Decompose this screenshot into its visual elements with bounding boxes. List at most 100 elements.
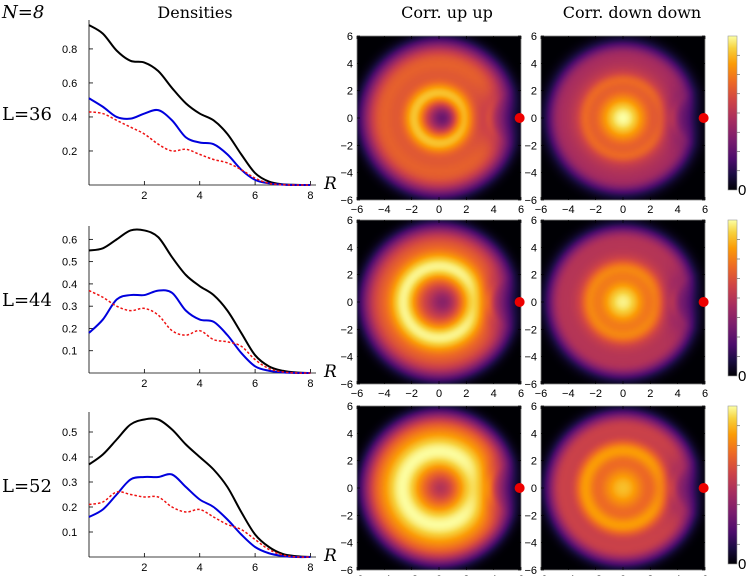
y-tick-label: 0 (347, 483, 353, 495)
colorbar-zero-label: 0 (738, 556, 746, 573)
reference-point-marker (514, 483, 525, 493)
x-tick-label: 6 (252, 378, 258, 390)
y-tick-label: −4 (340, 538, 353, 550)
x-tick-label: 2 (141, 190, 147, 202)
x-tick-label: −2 (405, 204, 418, 216)
reference-point-marker (514, 113, 525, 123)
y-tick-label: 0 (531, 297, 537, 309)
x-tick-label: 2 (647, 388, 653, 400)
heatmap-image (541, 406, 705, 570)
colorbar-2: 0 (727, 219, 746, 385)
series-line-up (88, 289, 311, 375)
x-tick-label: 0 (436, 574, 442, 576)
reference-point-marker (698, 297, 709, 307)
x-tick-label: −2 (405, 388, 418, 400)
x-tick-label: 2 (141, 562, 147, 574)
x-tick-label: −6 (351, 204, 364, 216)
x-tick-label: 6 (518, 204, 524, 216)
y-tick-label: 2 (531, 270, 537, 282)
x-tick-label: 2 (647, 204, 653, 216)
heatmap-6: −6 −4 −2 0 2 4 6 −6 −4 −2 0 2 4 6 (524, 401, 709, 576)
density-chart-3: 2 4 6 8 0.1 0.2 0.3 0.4 0.5 R (62, 412, 337, 574)
y-tick-label: 2 (531, 86, 537, 98)
y-tick-label: 4 (531, 58, 537, 70)
colorbar-zero-label: 0 (738, 182, 746, 199)
heatmap-3: −6 −4 −2 0 2 4 6 −6 −4 −2 0 2 4 6 (340, 215, 525, 400)
y-tick-label: −2 (524, 140, 537, 152)
x-tick-label: −2 (589, 204, 602, 216)
y-tick-label: 4 (347, 242, 353, 254)
title-densities: Densities (157, 3, 232, 22)
x-axis-label-r: R (323, 362, 337, 382)
colorbar-gradient (727, 405, 738, 565)
y-tick-label: −4 (340, 352, 353, 364)
x-tick-label: 8 (307, 190, 313, 202)
x-tick-label: 0 (620, 388, 626, 400)
x-tick-label: −2 (589, 574, 602, 576)
heatmap-1: −6 −4 −2 0 2 4 6 −6 −4 −2 0 2 4 6 (340, 31, 525, 216)
x-tick-label: 0 (620, 574, 626, 576)
y-tick-label: −2 (524, 324, 537, 336)
x-tick-label: 4 (197, 562, 203, 574)
x-tick-label: 4 (675, 204, 681, 216)
title-corr-down-down: Corr. down down (563, 3, 701, 22)
y-tick-label: 2 (347, 270, 353, 282)
x-tick-label: 0 (436, 204, 442, 216)
density-chart-1: 2 4 6 8 0.2 0.4 0.6 0.8 R (62, 20, 337, 202)
y-tick-label: 4 (531, 428, 537, 440)
y-tick-label: 6 (347, 31, 353, 43)
x-tick-label: −4 (562, 388, 575, 400)
y-tick-label: −2 (340, 510, 353, 522)
x-tick-label: 4 (491, 204, 497, 216)
heatmap-image (541, 220, 705, 384)
heatmap-image (541, 36, 705, 200)
x-tick-label: 8 (307, 378, 313, 390)
y-tick-label: 0.1 (62, 527, 77, 539)
y-tick-label: −6 (340, 195, 353, 207)
y-tick-label: −2 (340, 324, 353, 336)
heatmap-5: −6 −4 −2 0 2 4 6 −6 −4 −2 0 2 4 6 (340, 401, 525, 576)
x-tick-label: 2 (463, 204, 469, 216)
y-tick-label: 2 (531, 456, 537, 468)
title-corr-up-up: Corr. up up (401, 3, 493, 22)
heatmap-4: −6 −4 −2 0 2 4 6 −6 −4 −2 0 2 4 6 (524, 215, 709, 400)
x-tick-label: 8 (307, 562, 313, 574)
y-tick-label: −6 (524, 565, 537, 576)
y-tick-label: 0.2 (62, 323, 77, 335)
y-tick-label: 4 (347, 58, 353, 70)
x-tick-label: 6 (518, 574, 524, 576)
y-tick-label: 0.4 (62, 452, 77, 464)
n-label: N=8 (1, 2, 44, 23)
reference-point-marker (698, 483, 709, 493)
x-tick-label: −6 (351, 574, 364, 576)
x-tick-label: −6 (535, 574, 548, 576)
x-tick-label: 4 (675, 388, 681, 400)
y-tick-label: 0 (347, 297, 353, 309)
x-tick-label: 4 (197, 378, 203, 390)
y-tick-label: 0 (347, 113, 353, 125)
y-tick-label: 6 (531, 31, 537, 43)
y-tick-label: 0.6 (62, 78, 77, 90)
series-line-up (88, 473, 311, 559)
y-tick-label: 0.2 (62, 502, 77, 514)
row-label-l36: L=36 (2, 104, 52, 125)
y-tick-label: 0.5 (62, 257, 77, 269)
colorbar-1: 0 (727, 35, 746, 199)
x-tick-label: 4 (491, 574, 497, 576)
x-tick-label: 2 (463, 574, 469, 576)
y-tick-label: 0.1 (62, 346, 77, 358)
x-tick-label: −4 (562, 574, 575, 576)
y-tick-label: 0.4 (62, 112, 77, 124)
x-tick-label: 0 (436, 388, 442, 400)
x-tick-label: −2 (589, 388, 602, 400)
y-tick-label: 0.6 (62, 234, 77, 246)
y-tick-label: 0 (531, 483, 537, 495)
colorbar-gradient (727, 35, 738, 191)
y-tick-label: 2 (347, 86, 353, 98)
x-tick-label: 4 (197, 190, 203, 202)
x-tick-label: 0 (620, 204, 626, 216)
x-tick-label: −6 (535, 388, 548, 400)
series-line-total (88, 228, 311, 374)
x-tick-label: 6 (702, 388, 708, 400)
y-tick-label: −2 (340, 140, 353, 152)
